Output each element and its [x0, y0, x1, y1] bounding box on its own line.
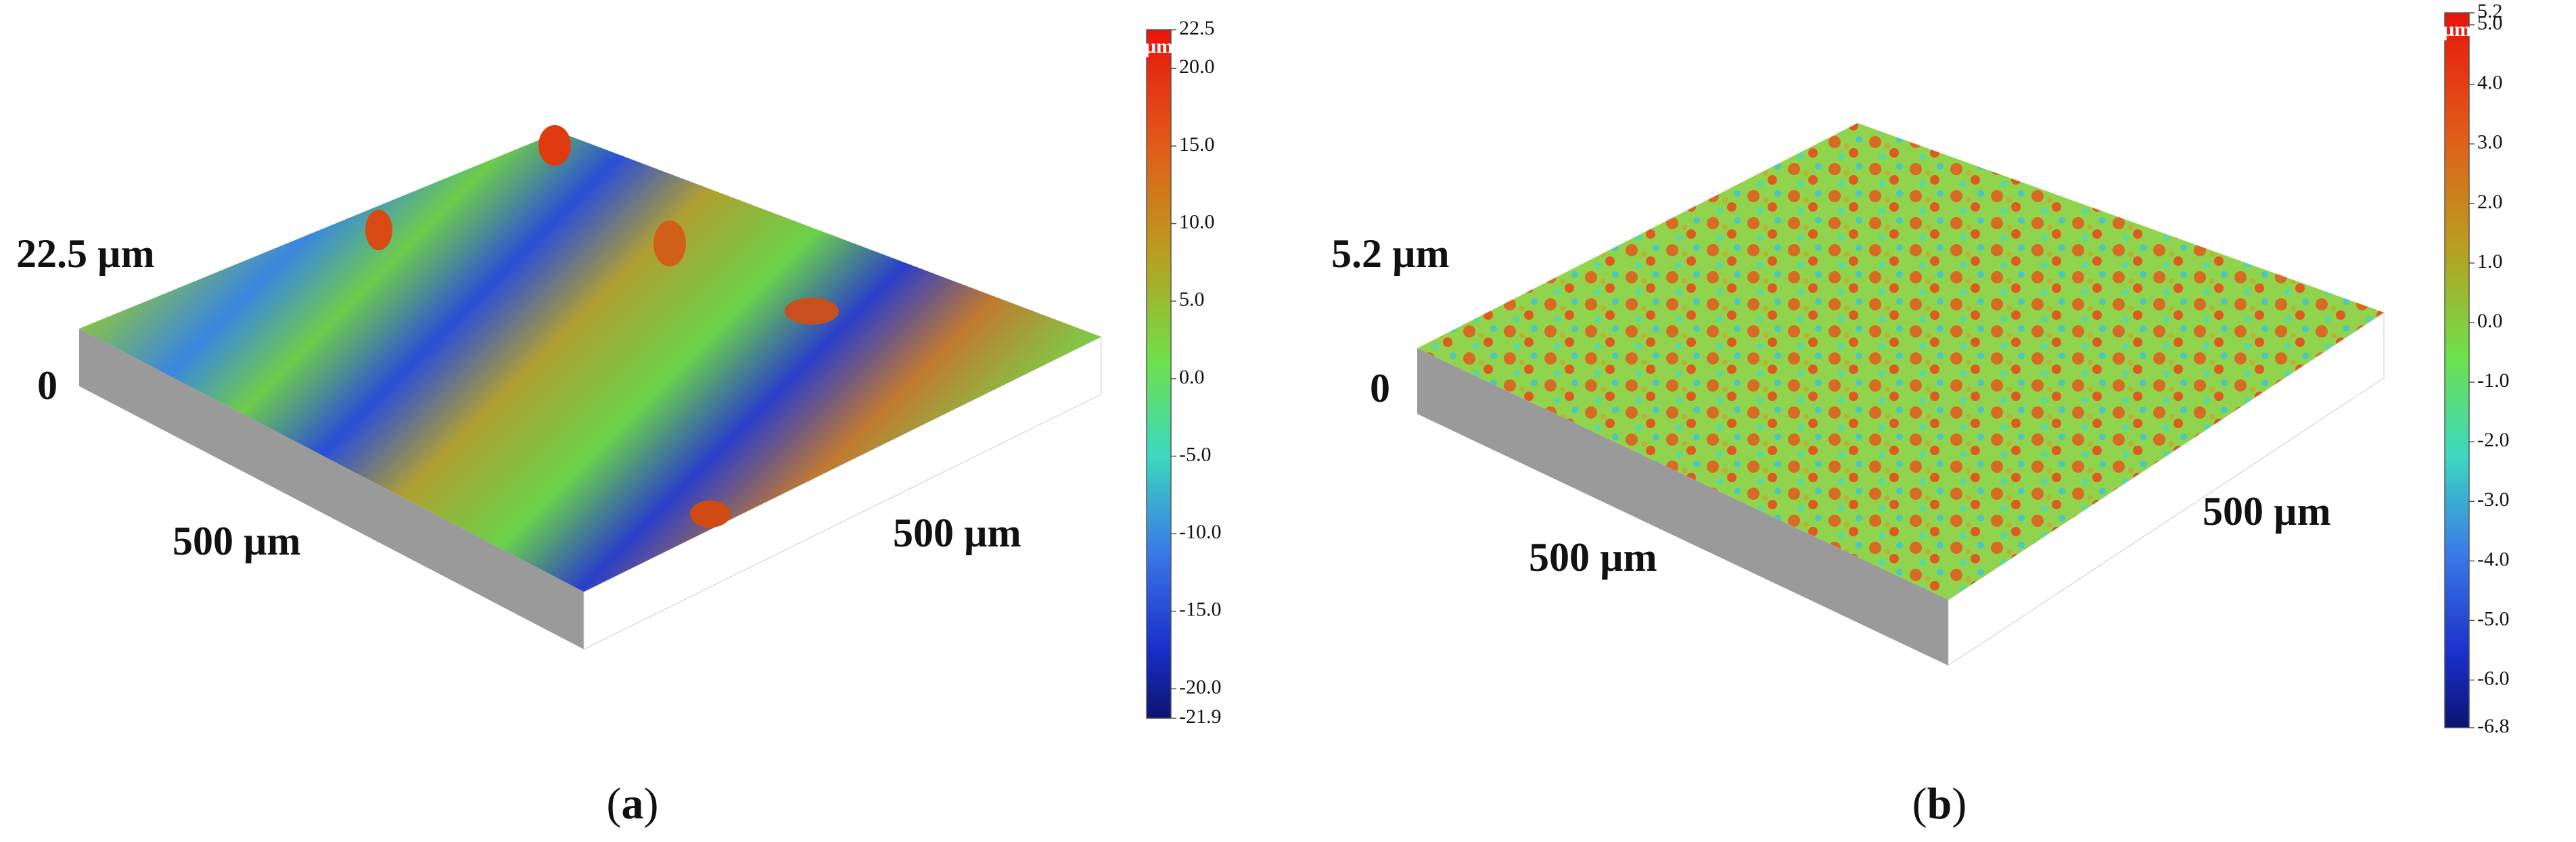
tick-label: 5.0 — [2477, 12, 2503, 34]
tick-label: -20.0 — [1179, 676, 1222, 698]
caption-letter: b — [1927, 779, 1952, 828]
tick-label: 0.0 — [1179, 366, 1205, 388]
tick-label: 10.0 — [1179, 210, 1215, 233]
peak — [785, 298, 839, 325]
peak — [690, 500, 731, 528]
z-max-label: 22.5 µm — [16, 231, 155, 276]
tick-label: -5.0 — [1179, 443, 1212, 465]
tick-label: 1.0 — [2477, 250, 2503, 273]
tick-label: -2.0 — [2477, 429, 2510, 451]
caption-letter: a — [622, 779, 644, 828]
tick-label: 15.0 — [1179, 133, 1215, 156]
tick-label: 20.0 — [1179, 55, 1215, 78]
peak — [365, 210, 392, 250]
colorbar — [1146, 29, 1172, 719]
tick-label: 4.0 — [2477, 72, 2503, 94]
tick-label: -21.9 — [1179, 705, 1222, 728]
surface-a — [79, 125, 1102, 650]
tick-label: -6.8 — [2477, 715, 2510, 737]
tick-label: 3.0 — [2477, 131, 2503, 154]
tick-label: -5.0 — [2477, 607, 2510, 630]
colorbar-unit: µm — [2443, 18, 2471, 41]
tick-label: 0.0 — [2477, 310, 2503, 332]
y-label: 500 µm — [2203, 489, 2331, 534]
z-max-label: 5.2 µm — [1331, 231, 1450, 276]
colorbar-unit: µm — [1145, 35, 1173, 57]
colorbar — [2444, 12, 2470, 728]
tick-label: 5.0 — [1179, 288, 1205, 310]
captions: (a) (b) — [607, 779, 1967, 828]
tick-label: 5.2 — [2477, 0, 2503, 22]
tick-label: -4.0 — [2477, 548, 2510, 570]
x-label: 500 µm — [172, 519, 301, 563]
labels: 22.5 µm 0 500 µm 500 µm 5.2 µm 0 500 µm … — [16, 231, 2331, 580]
surface-top — [1417, 123, 2384, 600]
surface-b — [1417, 123, 2385, 666]
tick-label: -10.0 — [1179, 521, 1222, 543]
tick-label: -3.0 — [2477, 488, 2510, 511]
z-min-label: 0 — [1370, 366, 1390, 411]
slab-front — [583, 336, 1102, 650]
surface-top — [79, 132, 1101, 592]
y-label: 500 µm — [893, 511, 1021, 555]
peak — [538, 125, 571, 166]
tick-label: 22.5 — [1179, 17, 1215, 39]
z-min-label: 0 — [37, 363, 58, 408]
tick-label: -6.0 — [2477, 667, 2510, 689]
tick-label: -15.0 — [1179, 599, 1222, 621]
caption: (a) — [607, 779, 659, 828]
colorbars: µm 22.5 20.0 15.0 10.0 5.0 0.0 -5.0 -10.0 -15.0 -2… — [1145, 0, 2510, 737]
slab-side — [1417, 348, 1948, 665]
tick-label: -1.0 — [2477, 369, 2510, 392]
tick-label: 2.0 — [2477, 191, 2503, 213]
x-label: 500 µm — [1529, 535, 1657, 580]
slab-side — [79, 329, 584, 649]
peak — [653, 220, 686, 266]
caption: (b) — [1912, 779, 1967, 828]
